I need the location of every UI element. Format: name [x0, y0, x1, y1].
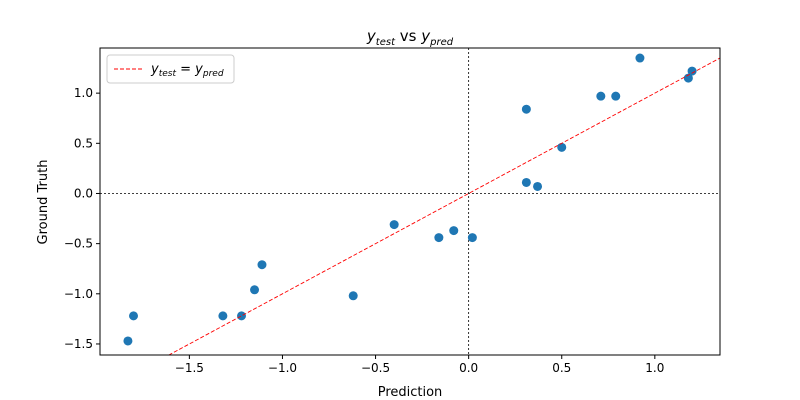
data-point [467, 233, 477, 243]
x-tick-label: −1.0 [268, 361, 297, 375]
y-axis-label: Ground Truth [36, 160, 51, 245]
y-tick-label: −1.5 [64, 337, 93, 351]
data-point [218, 311, 228, 321]
legend-y-pred: y [194, 62, 203, 77]
legend-sub-test: test [159, 69, 177, 79]
data-point [635, 53, 645, 63]
data-point [521, 104, 531, 114]
data-point [683, 73, 693, 83]
data-point [257, 260, 267, 270]
data-point [389, 220, 399, 230]
title-y-pred: y [420, 27, 431, 45]
legend-y-test: y [150, 62, 159, 77]
identity-line [167, 57, 720, 355]
legend-box [106, 54, 235, 84]
data-point [521, 177, 531, 187]
data-point [129, 311, 139, 321]
title-sub-test: test [376, 37, 396, 48]
x-axis-label: Prediction [378, 385, 443, 400]
x-tick-label: −0.5 [361, 361, 390, 375]
legend: ytest = ypred [106, 54, 235, 84]
legend-eq: = [176, 62, 195, 77]
axes-frame [99, 47, 721, 356]
x-tick-label: 1.0 [645, 361, 664, 375]
data-point [449, 226, 459, 236]
x-tick-label: 0.0 [459, 361, 478, 375]
data-point [687, 66, 697, 76]
data-point [611, 91, 621, 101]
plot-area [100, 48, 720, 355]
data-point [596, 91, 606, 101]
x-tick-label: −1.5 [175, 361, 204, 375]
chart-title: ytest vs ypred [366, 27, 454, 48]
data-point [348, 291, 358, 301]
title-y-test: y [366, 27, 377, 45]
y-tick-label: −0.5 [64, 237, 93, 251]
title-vs: vs [395, 27, 421, 45]
data-point [557, 142, 567, 152]
y-tick-label: 0.0 [74, 186, 93, 200]
x-tick-label: 0.5 [552, 361, 571, 375]
data-point [434, 233, 444, 243]
y-tick-label: −1.0 [64, 287, 93, 301]
data-point [250, 285, 260, 295]
y-tick-label: 1.0 [74, 86, 93, 100]
data-point [123, 336, 133, 346]
title-sub-pred: pred [429, 37, 454, 48]
data-point [237, 311, 247, 321]
legend-sub-pred: pred [202, 69, 224, 79]
y-tick-label: 0.5 [74, 136, 93, 150]
legend-label: ytest = ypred [150, 62, 224, 79]
y-axis-ticks: −1.5 −1.0 −0.5 0.0 0.5 1.0 [64, 86, 100, 351]
data-point [533, 181, 543, 191]
x-axis-ticks: −1.5 −1.0 −0.5 0.0 0.5 1.0 [175, 355, 664, 375]
